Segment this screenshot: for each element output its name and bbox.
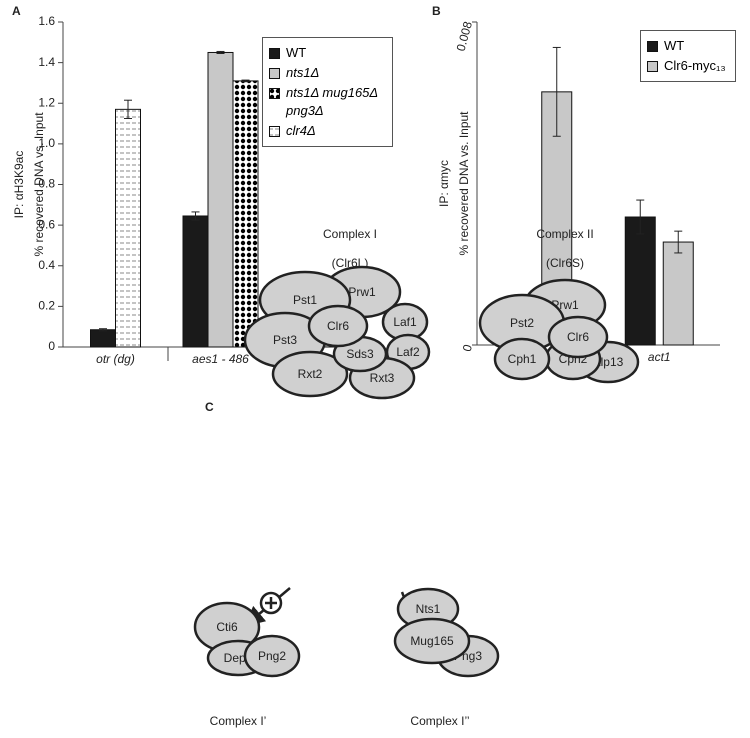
legend-swatch (269, 126, 280, 137)
subunit-label: Laf2 (396, 345, 420, 359)
subunit-label: Sds3 (346, 347, 374, 361)
arrow (244, 587, 291, 627)
legend-entry: nts1Δ mug165Δ png3Δ (269, 84, 386, 120)
bar (90, 329, 116, 348)
legend-label: WT (664, 38, 685, 53)
legend-swatch (269, 48, 280, 59)
subunit: Png2 (243, 634, 301, 678)
panel-label: C (205, 400, 214, 414)
subunit-label: Pst1 (293, 293, 317, 307)
error-bar (216, 50, 225, 54)
legend-entry: WT (269, 44, 386, 62)
subunit: Clr6 (307, 304, 369, 348)
subunit-label: Mug165 (410, 634, 454, 648)
bar (232, 80, 259, 348)
panel-label: A (12, 4, 21, 18)
x-tick-label: act1 (648, 350, 671, 364)
legend-label: nts1Δ (286, 65, 320, 80)
y-tick-label: 0 (48, 339, 55, 353)
subunit-label: Cti6 (216, 620, 238, 634)
complex-title: Complex I’’ (410, 714, 469, 728)
x-tick-label: aes1 - 486 (192, 352, 249, 366)
x-tick-label: otr (dg) (96, 352, 135, 366)
subunit-label: Clr6 (567, 330, 589, 344)
bar (115, 108, 141, 348)
subunit-label: Rxt2 (298, 367, 323, 381)
error-bar (674, 230, 683, 254)
error-bar (99, 328, 107, 332)
y-tick-label: 0.2 (38, 299, 55, 313)
legend-label: Clr6-myc₁₃ (664, 58, 726, 73)
subunit-label: Prw1 (348, 285, 376, 299)
subunit: Clr6 (547, 315, 609, 359)
y-tick-label: 1.2 (38, 95, 55, 109)
legend-entry: Clr6-myc₁₃ (647, 57, 729, 75)
subunit-label: Rxt3 (370, 371, 395, 385)
legend-entry: WT (647, 37, 729, 55)
bar (662, 241, 694, 346)
y-axis-label: % recovered DNA vs. Input (457, 111, 471, 256)
y-tick-label: 0.6 (38, 217, 55, 231)
error-bar (552, 46, 561, 137)
legend-label: clr4Δ (286, 123, 316, 138)
legend-swatch (647, 41, 658, 52)
error-bar (241, 79, 250, 83)
legend-label: nts1Δ mug165Δ png3Δ (286, 85, 378, 118)
legend-entry: nts1Δ (269, 64, 386, 82)
bar (182, 215, 209, 348)
complex-title: Complex I’ (210, 714, 267, 728)
legend-swatch (269, 68, 280, 79)
subunit-label: Laf1 (393, 315, 417, 329)
legend-entry: clr4Δ (269, 122, 386, 140)
bar (207, 51, 234, 348)
y-axis-label: IP: αmyc (437, 160, 451, 207)
legend-swatch (269, 88, 280, 99)
legend: WT nts1Δ nts1Δ mug165Δ png3Δ clr4Δ (262, 37, 393, 147)
subunit-label: Clr6 (327, 319, 349, 333)
legend-swatch (647, 61, 658, 72)
complex-title: Complex I (323, 227, 377, 241)
y-tick-label: 1.6 (38, 14, 55, 28)
legend-label: WT (286, 45, 307, 60)
subunit-label: Png2 (258, 649, 286, 663)
error-bar (191, 211, 200, 221)
complex-subtitle: (Clr6S) (546, 256, 584, 270)
complex-title: Complex II (536, 227, 593, 241)
bar (624, 216, 656, 346)
subunit: Mug165 (393, 617, 471, 665)
subunit-label: Nts1 (416, 602, 441, 616)
subunit-label: Pst2 (510, 316, 534, 330)
y-tick-label: 0.8 (38, 177, 55, 191)
subunit-label: Pst3 (273, 333, 297, 347)
legend: WT Clr6-myc₁₃ (640, 30, 736, 82)
subunit: Laf2 (385, 333, 431, 371)
y-axis-label: % recovered DNA vs. Input (32, 112, 46, 257)
y-tick-label: 0 (460, 343, 475, 353)
error-bar (124, 99, 132, 119)
y-tick-label: 1.0 (38, 136, 55, 150)
error-bar (636, 199, 645, 235)
y-axis-label: IP: αH3K9ac (12, 151, 26, 219)
y-tick-label: 0.008 (454, 20, 475, 53)
subunit-label: Cph1 (508, 352, 537, 366)
y-tick-label: 0.4 (38, 258, 55, 272)
panel-label: B (432, 4, 441, 18)
subunit: Cph1 (493, 337, 551, 381)
subunit: Rxt2 (271, 350, 349, 398)
y-tick-label: 1.4 (38, 55, 55, 69)
